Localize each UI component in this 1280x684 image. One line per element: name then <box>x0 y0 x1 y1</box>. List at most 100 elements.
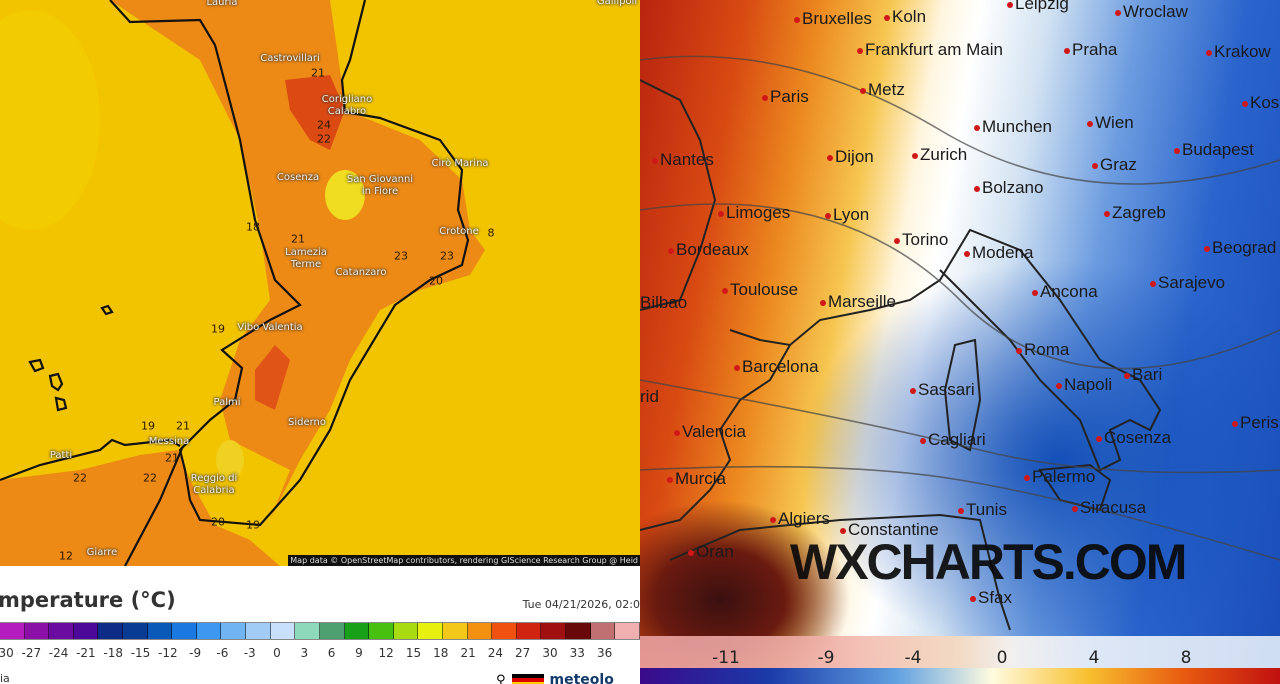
city-label: Sfax <box>970 588 1012 608</box>
city-dot-icon <box>894 238 900 244</box>
city-name: Koln <box>892 7 927 26</box>
colorbar-segment <box>467 623 493 639</box>
coastline <box>0 438 181 482</box>
city-label: San Giovanni in Fiore <box>346 174 414 197</box>
coastline <box>640 79 717 311</box>
city-name: Metz <box>868 80 905 99</box>
city-dot-icon <box>970 596 976 602</box>
temperature-colorbar <box>0 622 640 640</box>
city-dot-icon <box>722 288 728 294</box>
city-label: Metz <box>860 80 905 100</box>
city-name: Wroclaw <box>1123 2 1188 21</box>
colorbar-segment <box>369 623 394 639</box>
city-name: Barcelona <box>742 357 819 376</box>
city-label: Dijon <box>827 147 874 167</box>
forecast-datetime[interactable]: Tue 04/21/2026, 02:0 <box>522 598 640 611</box>
city-label: Budapest <box>1174 140 1254 160</box>
city-name: Frankfurt am Main <box>865 40 1003 59</box>
colorbar-tick: -21 <box>76 646 96 660</box>
city-name: Kosice <box>1250 93 1280 112</box>
city-dot-icon <box>1072 506 1078 512</box>
land-hot-region <box>255 345 290 410</box>
city-name: Modena <box>972 243 1034 262</box>
city-label: Messina <box>148 436 190 447</box>
meteologix-logo[interactable]: ⚲ meteolo <box>496 672 614 684</box>
city-name: Bolzano <box>982 178 1044 197</box>
temperature-value: 20 <box>429 274 443 288</box>
colorbar-tick: -6 <box>216 646 229 660</box>
city-label: Algiers <box>770 509 830 529</box>
temperature-value: 19 <box>246 518 260 532</box>
city-dot-icon <box>1092 163 1098 169</box>
colorbar-segment <box>615 623 640 639</box>
city-dot-icon <box>1124 373 1130 379</box>
colorbar-tick: 15 <box>405 646 422 660</box>
city-name: Bordeaux <box>676 240 749 259</box>
left-panel: Lauria Castrovillari Corigliano Calabro Cir… <box>0 0 640 684</box>
city-label: Modena <box>964 243 1034 263</box>
colorbar-tick: 21 <box>460 646 476 660</box>
city-label: Vibo Valentia <box>237 322 303 333</box>
city-label: Wroclaw <box>1115 2 1188 22</box>
city-name: Praha <box>1072 40 1118 59</box>
colorbar-segment <box>295 623 320 639</box>
city-dot-icon <box>652 158 658 164</box>
city-label: Koln <box>884 7 927 27</box>
city-label: Zurich <box>912 145 967 165</box>
search-icon[interactable]: ⚲ <box>496 672 506 684</box>
scale-tick: -4 <box>904 648 922 668</box>
city-label: Graz <box>1092 155 1137 175</box>
colorbar-segment <box>541 623 567 639</box>
temperature-map[interactable]: Lauria Castrovillari Corigliano Calabro Cir… <box>0 0 640 566</box>
city-name: Cagliari <box>928 430 986 449</box>
colorbar-tick: 0 <box>273 646 281 660</box>
city-label: rid <box>640 387 659 407</box>
city-name: Dijon <box>835 147 874 166</box>
city-dot-icon <box>718 211 724 217</box>
colorbar-segment <box>319 623 345 639</box>
city-name: rid <box>640 387 659 406</box>
coastline <box>640 344 791 531</box>
temperature-value: 23 <box>440 249 454 263</box>
city-dot-icon <box>860 88 866 94</box>
temperature-value: 21 <box>311 66 325 80</box>
city-name: Sassari <box>918 380 975 399</box>
colorbar-segment <box>221 623 247 639</box>
colorbar-segment <box>147 623 173 639</box>
temperature-value: 22 <box>143 471 157 485</box>
city-dot-icon <box>1174 148 1180 154</box>
colorbar-segment <box>49 623 74 639</box>
city-dot-icon <box>1206 50 1212 56</box>
colorbar-tick: -18 <box>103 646 123 660</box>
city-name: Bilbao <box>640 293 688 312</box>
map-attribution: Map data © OpenStreetMap contributors, r… <box>288 555 640 566</box>
city-label: Peris <box>1232 413 1279 433</box>
colorbar-segment <box>246 623 271 639</box>
city-dot-icon <box>1056 383 1062 389</box>
city-label: Cagliari <box>920 430 986 450</box>
scale-tick: 4 <box>1088 648 1100 668</box>
city-label: Siracusa <box>1072 498 1146 518</box>
colorbar-segment <box>172 623 197 639</box>
right-panel-anomaly-map[interactable]: Bruxelles Koln Leipzig Wroclaw Frankfurt am … <box>640 0 1280 684</box>
temperature-value: 21 <box>176 419 190 433</box>
city-label: Corigliano Calabro <box>321 94 373 117</box>
anomaly-colorbar <box>640 668 1280 684</box>
city-dot-icon <box>1150 281 1156 287</box>
city-label: Torino <box>894 230 948 250</box>
city-name: Algiers <box>778 509 830 528</box>
island-sicily <box>1038 463 1112 512</box>
colorbar-tick: -27 <box>21 646 42 660</box>
germany-flag-icon[interactable] <box>511 674 544 684</box>
temperature-value: 20 <box>211 515 225 529</box>
colorbar-tick: -30 <box>0 646 14 660</box>
city-dot-icon <box>884 15 890 21</box>
city-label: Giarre <box>86 547 118 558</box>
colorbar-segment <box>442 623 468 639</box>
city-dot-icon <box>857 48 863 54</box>
city-name: Bruxelles <box>802 9 872 28</box>
land-warm-region <box>0 0 485 566</box>
city-dot-icon <box>734 365 740 371</box>
colorbar-tick: -9 <box>189 646 202 660</box>
city-name: Cosenza <box>1104 428 1172 447</box>
